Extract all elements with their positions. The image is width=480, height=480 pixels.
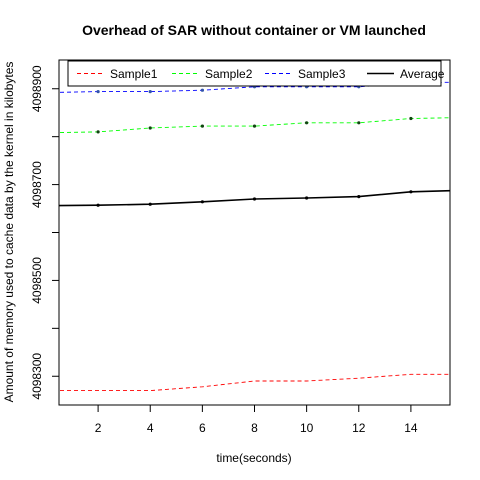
data-point-sample3 [96, 90, 100, 94]
data-point-average [96, 203, 100, 207]
data-point-sample3 [200, 88, 204, 92]
legend-label-sample3: Sample3 [298, 67, 346, 81]
x-tick-label: 12 [352, 421, 366, 435]
data-point-sample3 [148, 90, 152, 94]
data-point-sample2 [200, 124, 204, 128]
legend-label-average: Average [400, 67, 445, 81]
y-axis: 4098300 4098500 4098700 4098900 [30, 65, 59, 400]
legend-label-sample2: Sample2 [205, 67, 253, 81]
data-point-sample2 [96, 130, 100, 134]
y-tick-label: 4098900 [30, 65, 44, 112]
data-point-average [357, 195, 361, 199]
x-tick-label: 4 [147, 421, 154, 435]
x-tick-label: 10 [300, 421, 314, 435]
x-tick-label: 8 [251, 421, 258, 435]
data-point-average [148, 202, 152, 206]
data-point-average [252, 197, 257, 201]
data-point-sample2 [252, 124, 257, 128]
plot-frame [58, 59, 451, 406]
data-point-sample2 [305, 121, 309, 125]
series-layer [59, 81, 450, 392]
data-point-average [200, 200, 204, 204]
data-point-average [305, 196, 309, 200]
y-tick-label: 4098500 [30, 257, 44, 304]
data-point-average [409, 190, 413, 194]
x-axis-label: time(seconds) [216, 451, 291, 465]
legend: Sample1 Sample2 Sample3 Average [67, 60, 445, 87]
legend-label-sample1: Sample1 [110, 67, 158, 81]
chart-title: Overhead of SAR without container or VM … [82, 22, 426, 38]
x-axis: 2 4 6 8 10 12 14 [95, 405, 418, 435]
x-tick-label: 2 [95, 421, 102, 435]
data-point-sample2 [148, 126, 152, 130]
data-point-sample2 [357, 121, 361, 125]
x-tick-label: 6 [199, 421, 206, 435]
y-axis-label: Amount of memory used to cache data by t… [2, 62, 16, 403]
series-line-sample1 [59, 373, 450, 392]
y-tick-label: 4098300 [30, 353, 44, 400]
x-tick-label: 14 [404, 421, 418, 435]
data-point-sample2 [409, 116, 413, 121]
y-tick-label: 4098700 [30, 161, 44, 208]
